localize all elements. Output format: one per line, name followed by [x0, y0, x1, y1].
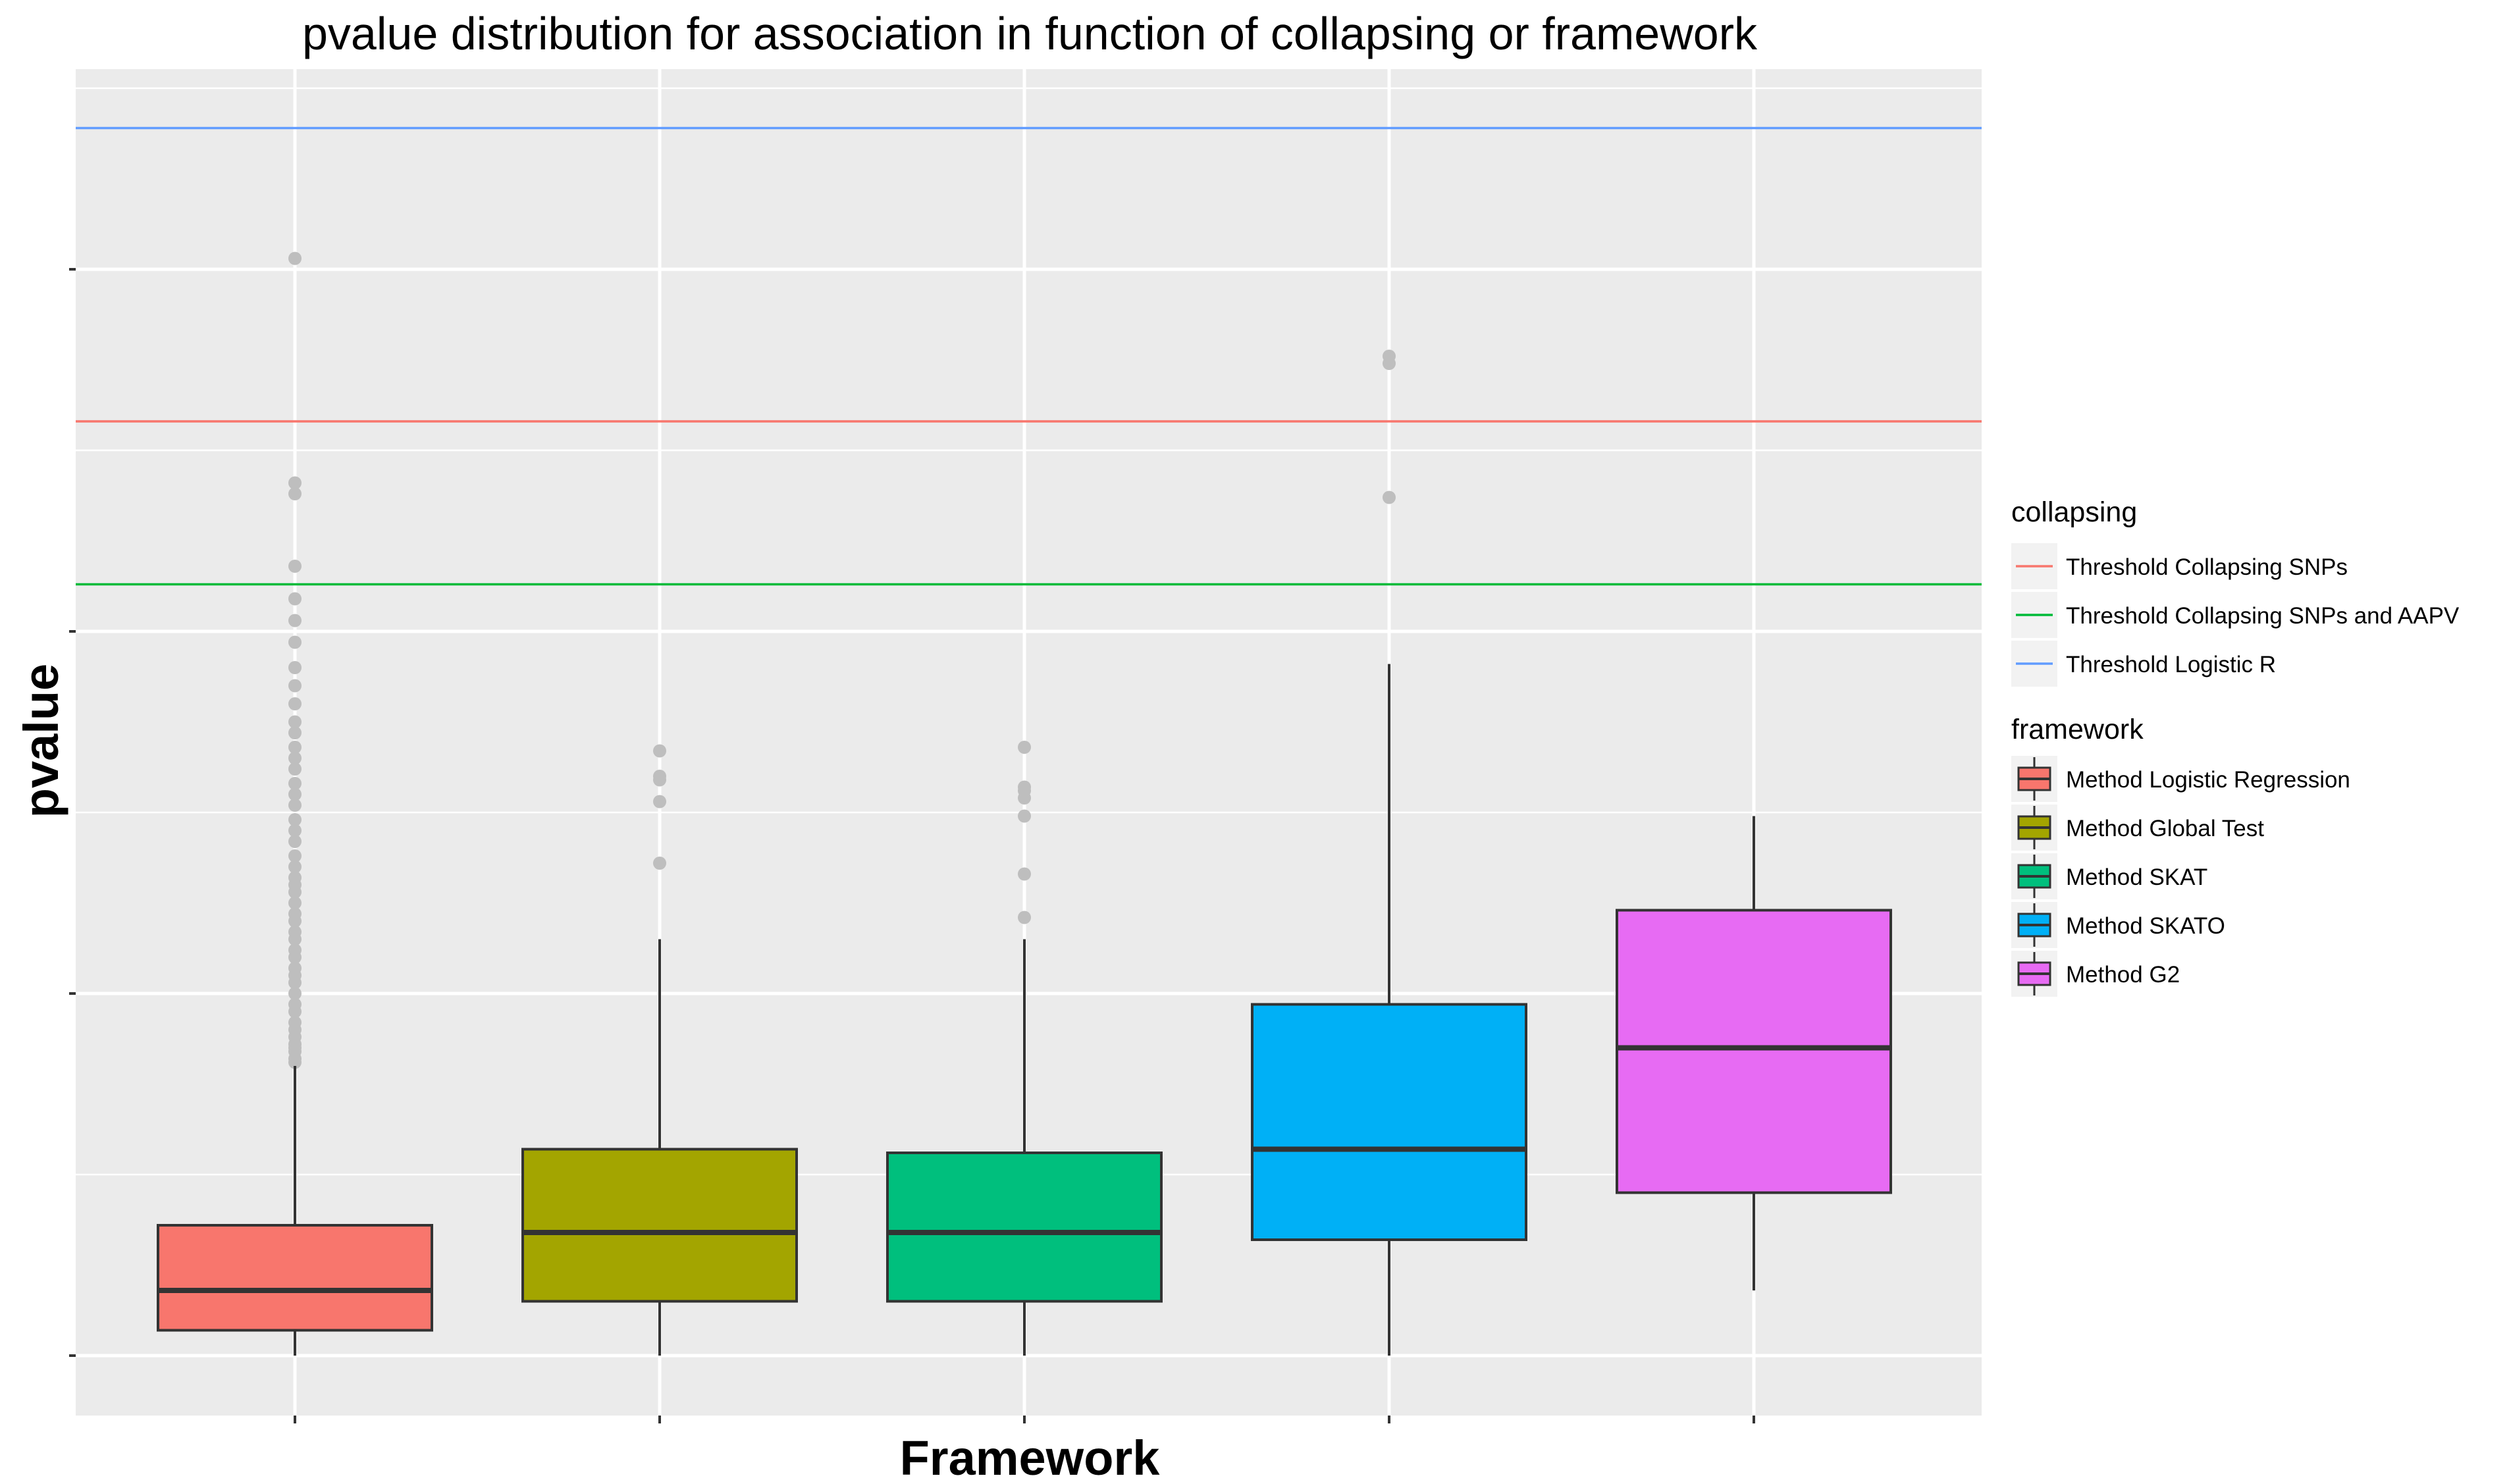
outlier-point: [288, 824, 302, 837]
outlier-point: [288, 907, 302, 920]
outlier-point: [288, 813, 302, 826]
legend-label-framework: Method Global Test: [2066, 816, 2264, 841]
box-iqr: [157, 1224, 433, 1332]
outlier-point: [653, 795, 666, 808]
legend: collapsing Threshold Collapsing SNPsThre…: [2011, 496, 2460, 997]
outlier-point: [288, 252, 302, 265]
legend-label-collapsing: Threshold Logistic R: [2066, 652, 2276, 677]
legend-title-framework: framework: [2011, 714, 2144, 745]
outlier-point: [288, 476, 302, 490]
outlier-point: [288, 1016, 302, 1029]
outlier-point: [288, 997, 302, 1011]
box-iqr: [886, 1152, 1163, 1303]
outlier-point: [288, 925, 302, 939]
box-iqr: [1251, 1003, 1527, 1241]
outlier-point: [288, 871, 302, 884]
outlier-point: [1018, 809, 1031, 823]
outlier-point: [653, 857, 666, 870]
outlier-point: [288, 835, 302, 848]
outlier-point: [288, 661, 302, 674]
chart-title: pvalue distribution for association in f…: [302, 8, 1758, 59]
outlier-point: [288, 697, 302, 710]
outlier-point: [653, 770, 666, 783]
outlier-point: [288, 762, 302, 776]
legend-label-framework: Method Logistic Regression: [2066, 767, 2350, 793]
outlier-point: [288, 592, 302, 606]
outlier-point: [288, 896, 302, 910]
box-group: [157, 252, 433, 1356]
outlier-point: [1383, 490, 1396, 504]
outlier-point: [288, 943, 302, 957]
legend-label-framework: Method SKAT: [2066, 864, 2207, 890]
outlier-point: [288, 849, 302, 862]
outlier-point: [288, 777, 302, 790]
legend-label-collapsing: Threshold Collapsing SNPs: [2066, 554, 2348, 580]
y-axis-title: pvalue: [14, 664, 68, 818]
boxes: [157, 252, 1892, 1356]
box-group: [521, 744, 798, 1356]
outlier-point: [1018, 867, 1031, 881]
outlier-point: [288, 751, 302, 765]
outlier-point: [288, 560, 302, 573]
box-group: [1616, 816, 1892, 1290]
threshold-lines: [76, 126, 1982, 586]
legend-label-framework: Method G2: [2066, 962, 2180, 988]
outlier-point: [288, 987, 302, 1000]
outlier-point: [288, 635, 302, 649]
outlier-point: [653, 744, 666, 758]
outlier-point: [288, 787, 302, 801]
box-iqr: [1616, 909, 1892, 1194]
outlier-point: [288, 741, 302, 754]
outlier-point: [288, 726, 302, 739]
outlier-point: [288, 961, 302, 975]
outlier-point: [1018, 911, 1031, 924]
outlier-point: [1018, 780, 1031, 794]
legend-collapsing-items: Threshold Collapsing SNPs Threshold Colla…: [2011, 543, 2460, 687]
legend-label-framework: Method SKATO: [2066, 913, 2225, 939]
legend-framework-items: Method Logistic Regression Method Global …: [2011, 756, 2350, 997]
outlier-point: [288, 487, 302, 500]
box-iqr: [521, 1148, 798, 1303]
legend-label-collapsing: Threshold Collapsing SNPs and AAPV: [2066, 603, 2460, 629]
outlier-point: [288, 860, 302, 874]
box-group: [1251, 350, 1527, 1356]
axis-ticks: [69, 268, 1755, 1423]
outlier-point: [288, 614, 302, 627]
outlier-point: [288, 799, 302, 812]
outlier-point: [288, 715, 302, 729]
legend-title-collapsing: collapsing: [2011, 496, 2137, 528]
x-axis-title: Framework: [900, 1431, 1161, 1484]
outlier-point: [1383, 350, 1396, 363]
outlier-point: [1018, 741, 1031, 754]
box-group: [886, 741, 1163, 1356]
outlier-point: [288, 679, 302, 693]
